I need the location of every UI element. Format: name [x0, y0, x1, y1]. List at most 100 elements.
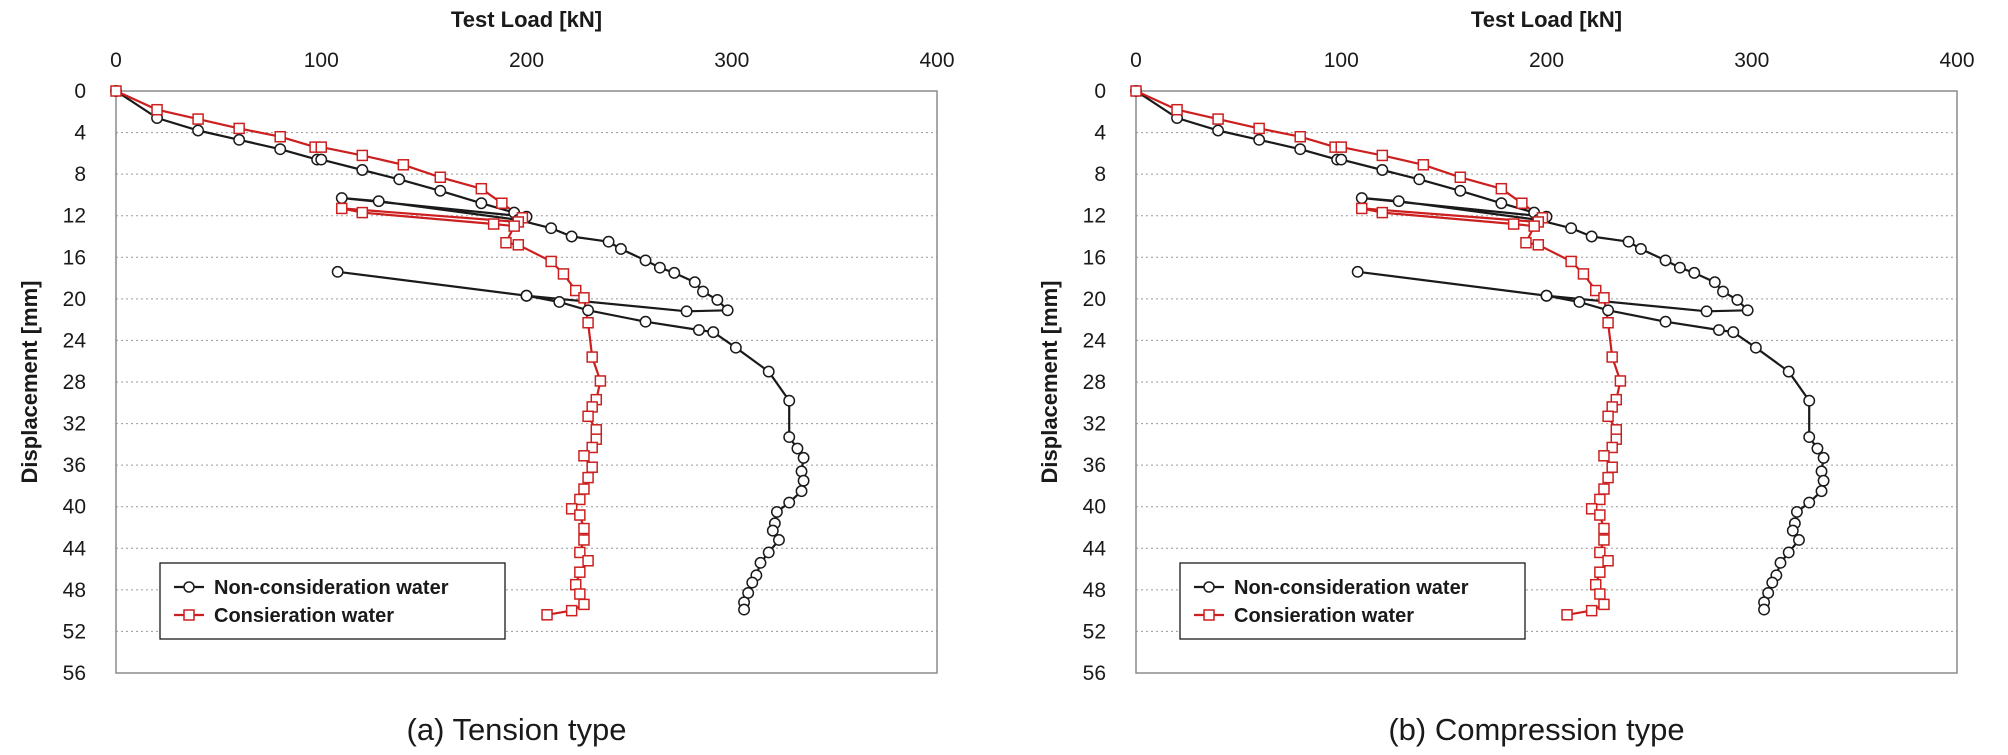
data-point: [1495, 197, 1508, 210]
data-point: [512, 239, 525, 251]
legend-marker: [1203, 581, 1215, 593]
data-point: [1786, 524, 1799, 537]
data-point: [578, 598, 590, 611]
legend-marker: [183, 609, 195, 621]
y-tick-label: 20: [1083, 288, 1106, 311]
data-point: [356, 149, 369, 162]
data-point: [578, 522, 590, 535]
plot-frame: [1135, 90, 1958, 674]
data-point: [586, 351, 598, 363]
data-point: [795, 485, 808, 498]
y-tick-label: 12: [63, 205, 86, 228]
data-point: [783, 496, 796, 509]
data-point: [1590, 578, 1602, 591]
data-point: [1507, 218, 1520, 230]
data-point: [668, 266, 681, 279]
data-point: [1598, 292, 1610, 304]
y-tick-label: 44: [63, 537, 87, 560]
data-point: [721, 304, 734, 317]
data-point: [1335, 153, 1348, 166]
y-tick-label: 28: [1083, 371, 1106, 394]
y-tick-label: 52: [1083, 620, 1106, 643]
data-point: [1598, 522, 1610, 535]
data-point: [1815, 485, 1828, 498]
data-point: [754, 556, 767, 569]
data-point: [1376, 149, 1389, 162]
data-point: [711, 293, 724, 306]
data-point: [151, 103, 163, 116]
data-point: [233, 122, 245, 135]
data-point: [1253, 122, 1265, 135]
data-point: [1708, 276, 1721, 289]
data-point: [688, 276, 701, 289]
x-tick-label: 400: [919, 49, 954, 72]
y-tick-label: 28: [63, 371, 86, 394]
data-point: [1717, 285, 1729, 298]
data-point: [565, 604, 578, 617]
data-point: [692, 324, 705, 336]
y-tick-label: 4: [74, 122, 86, 145]
x-tick-label: 300: [714, 49, 749, 72]
legend-box: [1179, 562, 1526, 640]
data-point: [1376, 206, 1389, 219]
data-point: [541, 609, 553, 621]
data-point: [1585, 230, 1598, 243]
chart-panel-compression: 0 100 200 300 400 0 4 8 12 16 20 24 28 32 36 40 44 48 52 56…: [1024, 0, 2008, 750]
data-point: [1590, 284, 1602, 297]
data-point: [393, 173, 406, 186]
legend-marker: [1203, 609, 1215, 621]
data-point: [1817, 451, 1830, 464]
x-axis-title: Test Load [kN]: [1471, 7, 1622, 32]
data-point: [1803, 496, 1816, 509]
data-point: [434, 184, 447, 197]
chart-tension: 0 100 200 300 400048121620242832364044485256…: [17, 7, 955, 747]
data-point: [582, 410, 594, 423]
data-point: [1355, 192, 1368, 204]
x-tick-label: 300: [1734, 49, 1769, 72]
data-point: [639, 315, 652, 328]
data-point: [1634, 243, 1647, 255]
y-tick-label: 20: [63, 288, 86, 311]
data-point: [1495, 182, 1508, 195]
data-point: [602, 235, 615, 248]
data-point: [557, 268, 570, 280]
y-tick-label: 8: [1094, 163, 1106, 186]
y-tick-label: 56: [63, 662, 86, 685]
data-point: [1673, 261, 1686, 274]
data-point: [274, 130, 286, 143]
y-tick-label: 4: [1094, 122, 1106, 145]
data-point: [639, 254, 652, 267]
data-point: [1793, 534, 1805, 546]
data-point: [590, 424, 603, 436]
data-point: [1803, 394, 1816, 407]
data-point: [582, 304, 595, 317]
plot-frame: [115, 90, 938, 674]
data-point: [1212, 124, 1225, 137]
data-point: [1790, 505, 1803, 518]
legend-label: Non-consideration water: [1234, 577, 1469, 599]
data-point: [1294, 143, 1307, 156]
data-point: [1528, 220, 1540, 232]
data-point: [1253, 133, 1266, 146]
data-point: [1606, 441, 1618, 454]
data-point: [783, 431, 796, 444]
data-point: [1606, 401, 1618, 413]
data-point: [1565, 255, 1577, 268]
y-tick-label: 44: [1083, 537, 1107, 560]
data-point: [653, 261, 666, 274]
y-axis-title: Displacement [mm]: [17, 281, 42, 484]
data-point: [1356, 202, 1368, 215]
data-point: [545, 255, 557, 268]
series-line-1: [1135, 90, 1825, 610]
data-point: [1171, 103, 1183, 116]
data-point: [487, 218, 500, 230]
data-point: [1688, 266, 1701, 279]
data-point: [586, 441, 598, 454]
chart-panel-tension: 0 100 200 300 400 0 4 8 12 16 20 24 28 32 36 40 44 48 52 56…: [0, 0, 1004, 750]
series-line-1: [115, 90, 805, 610]
data-point: [1565, 222, 1578, 235]
data-point: [1594, 566, 1606, 578]
data-point: [1454, 171, 1467, 184]
data-point: [1766, 576, 1779, 589]
data-point: [797, 474, 810, 487]
